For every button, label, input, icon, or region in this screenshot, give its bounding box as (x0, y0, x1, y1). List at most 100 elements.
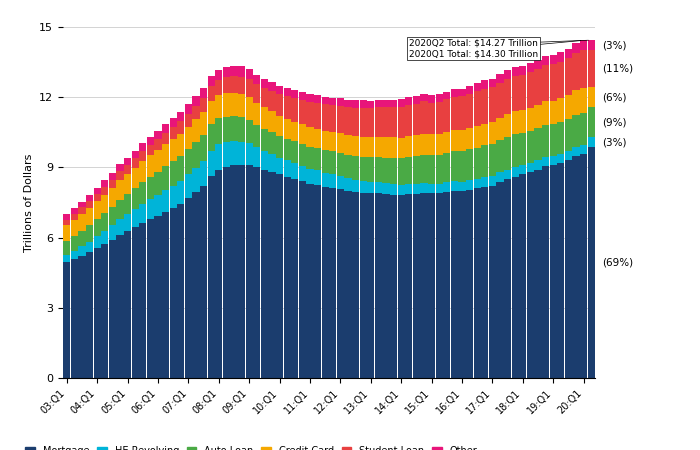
Bar (86, 252, 93, 378)
Bar (519, 165, 526, 174)
Bar (246, 143, 253, 165)
Bar (435, 102, 443, 134)
Bar (63, 220, 71, 225)
Bar (253, 167, 260, 378)
Bar (481, 81, 489, 89)
Bar (307, 147, 314, 169)
Bar (193, 192, 200, 378)
Bar (208, 151, 215, 176)
Bar (481, 145, 489, 177)
Bar (223, 67, 230, 77)
Bar (565, 58, 572, 95)
Bar (314, 148, 321, 171)
Bar (261, 151, 268, 170)
Bar (542, 157, 550, 166)
Bar (489, 87, 496, 122)
Bar (223, 142, 230, 167)
Bar (337, 99, 344, 106)
Bar (116, 200, 124, 219)
Bar (215, 80, 223, 95)
Bar (489, 186, 496, 378)
Bar (580, 113, 587, 145)
Bar (587, 40, 595, 50)
Bar (268, 82, 276, 91)
Bar (208, 86, 215, 101)
Bar (276, 86, 284, 94)
Bar (147, 155, 154, 177)
Bar (534, 128, 542, 160)
Bar (71, 251, 78, 259)
Bar (557, 154, 564, 163)
Bar (71, 220, 78, 236)
Bar (139, 182, 146, 204)
Y-axis label: Trillions of Dollars: Trillions of Dollars (24, 153, 34, 252)
Bar (253, 84, 260, 103)
Bar (382, 108, 390, 137)
Bar (512, 76, 519, 111)
Bar (238, 77, 245, 94)
Bar (557, 163, 564, 378)
Bar (261, 170, 268, 378)
Bar (215, 118, 223, 144)
Bar (443, 182, 450, 192)
Bar (162, 212, 169, 378)
Bar (443, 92, 450, 99)
Bar (504, 114, 511, 136)
Bar (321, 172, 329, 187)
Bar (200, 186, 207, 378)
Bar (329, 188, 337, 378)
Bar (428, 135, 435, 155)
Bar (169, 139, 177, 161)
Bar (451, 130, 458, 151)
Bar (94, 201, 101, 219)
Bar (519, 133, 526, 165)
Bar (94, 236, 101, 248)
Bar (337, 153, 344, 176)
Text: (3%): (3%) (602, 137, 626, 147)
Bar (124, 194, 131, 214)
Bar (94, 188, 101, 194)
Bar (124, 158, 131, 165)
Bar (405, 194, 412, 378)
Bar (550, 124, 556, 156)
Bar (542, 125, 550, 157)
Bar (519, 75, 526, 110)
Bar (580, 40, 587, 50)
Bar (78, 256, 85, 378)
Bar (124, 174, 131, 194)
Bar (162, 144, 169, 166)
Bar (261, 88, 268, 108)
Bar (307, 102, 314, 127)
Bar (512, 134, 519, 167)
Bar (344, 178, 351, 191)
Bar (413, 96, 420, 104)
Bar (86, 194, 93, 201)
Bar (276, 136, 284, 158)
Bar (329, 98, 337, 105)
Bar (78, 207, 85, 214)
Bar (360, 157, 367, 181)
Bar (451, 181, 458, 191)
Bar (124, 165, 131, 174)
Bar (193, 106, 200, 119)
Bar (132, 158, 139, 168)
Bar (268, 171, 276, 378)
Bar (314, 171, 321, 185)
Bar (390, 137, 397, 158)
Bar (246, 69, 253, 79)
Bar (230, 141, 237, 165)
Bar (261, 108, 268, 129)
Bar (382, 100, 390, 108)
Bar (352, 180, 359, 192)
Bar (451, 191, 458, 378)
Bar (291, 141, 298, 163)
Bar (368, 137, 374, 157)
Bar (481, 177, 489, 187)
Bar (108, 240, 116, 378)
Bar (428, 155, 435, 184)
Bar (253, 125, 260, 147)
Bar (421, 94, 428, 101)
Bar (382, 194, 390, 378)
Bar (428, 184, 435, 193)
Bar (307, 169, 314, 184)
